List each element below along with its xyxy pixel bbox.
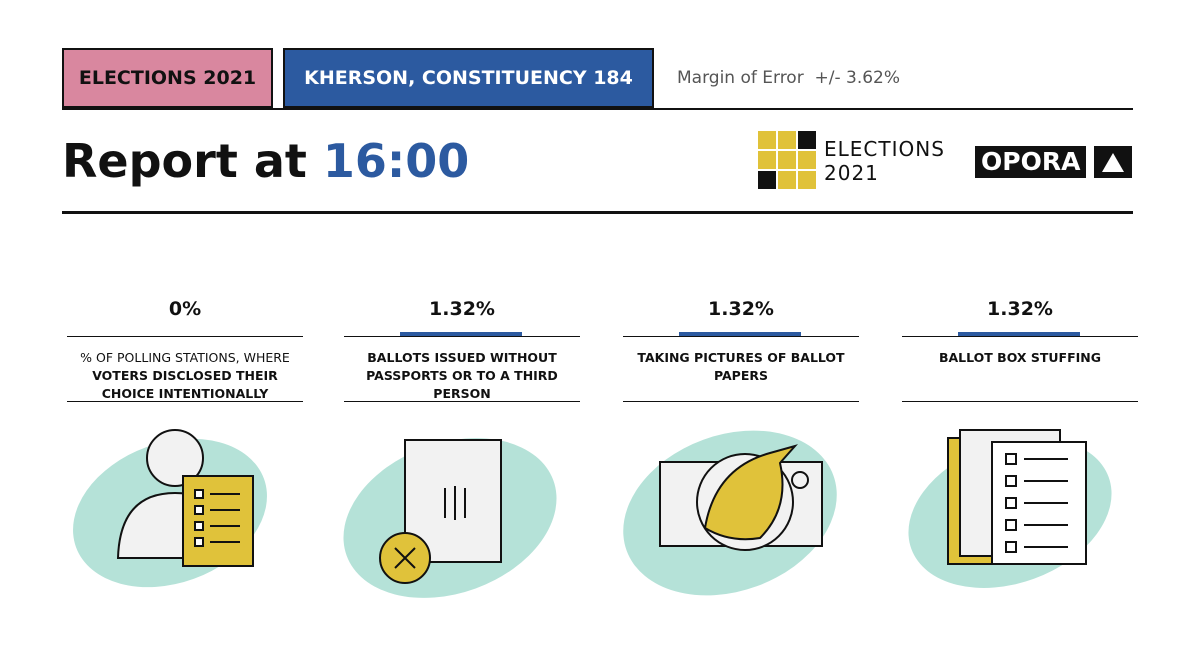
rule xyxy=(62,108,1133,110)
divider xyxy=(623,332,859,337)
stat-value: 1.32% xyxy=(987,298,1053,320)
divider xyxy=(902,332,1138,337)
stat-value: 1.32% xyxy=(429,298,495,320)
label-part: BALLOT BOX STUFFING xyxy=(938,350,1102,365)
logo-year: 2021 xyxy=(824,161,879,185)
divider xyxy=(67,401,303,402)
opora-triangle xyxy=(1094,146,1132,178)
divider xyxy=(344,332,580,337)
tag: ELECTIONS 2021 xyxy=(62,48,273,108)
accent-bar xyxy=(958,332,1080,336)
logo-grid xyxy=(758,131,816,189)
label-part: BALLOTS ISSUED WITHOUT PASSPORTS OR TO A… xyxy=(366,350,558,401)
stat: 1.32% BALLOTS ISSUED WITHOUT PASSPORTS OR… xyxy=(344,296,580,402)
rule xyxy=(62,211,1133,214)
stat-label: BALLOT BOX STUFFING xyxy=(902,337,1138,401)
logo-elections: ELECTIONS xyxy=(824,137,945,161)
label-part: VOTERS DISCLOSED THEIR CHOICE INTENTIONA… xyxy=(92,368,278,401)
divider xyxy=(623,401,859,402)
title-time: 16:00 xyxy=(322,134,470,188)
icons xyxy=(73,429,1112,598)
stat: 1.32% BALLOT BOX STUFFING xyxy=(902,296,1138,402)
title: Report at 16:00 xyxy=(62,134,469,188)
accent-bar xyxy=(400,332,522,336)
margin-of-error: Margin of Error +/- 3.62% xyxy=(677,68,901,88)
divider xyxy=(67,336,303,337)
stat-value: 1.32% xyxy=(708,298,774,320)
label-part: TAKING PICTURES OF BALLOT PAPERS xyxy=(637,350,845,383)
title-prefix: Report at xyxy=(62,134,307,188)
stat-label: BALLOTS ISSUED WITHOUT PASSPORTS OR TO A… xyxy=(344,337,580,401)
label-part: % OF POLLING STATIONS, WHERE xyxy=(80,350,290,365)
opora-logo: OPORA xyxy=(975,146,1087,178)
stat: 0% % OF POLLING STATIONS, WHERE VOTERS DI… xyxy=(67,296,303,402)
accent-bar xyxy=(679,332,801,336)
opora-text: OPORA xyxy=(981,147,1081,176)
stat-value: 0% xyxy=(168,298,202,320)
stat-label: TAKING PICTURES OF BALLOT PAPERS xyxy=(623,337,859,401)
divider xyxy=(344,401,580,402)
stat: 1.32% TAKING PICTURES OF BALLOT PAPERS xyxy=(623,296,859,402)
stat-label: % OF POLLING STATIONS, WHERE VOTERS DISC… xyxy=(67,337,303,401)
tag: KHERSON, CONSTITUENCY 184 xyxy=(283,48,654,108)
logo-text: ELECTIONS 2021 xyxy=(824,137,945,185)
divider xyxy=(902,401,1138,402)
